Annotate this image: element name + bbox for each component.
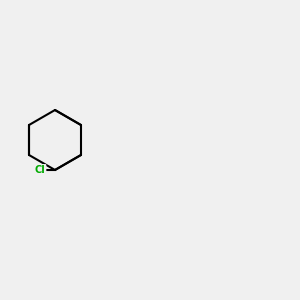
Text: Cl: Cl [34,165,45,175]
